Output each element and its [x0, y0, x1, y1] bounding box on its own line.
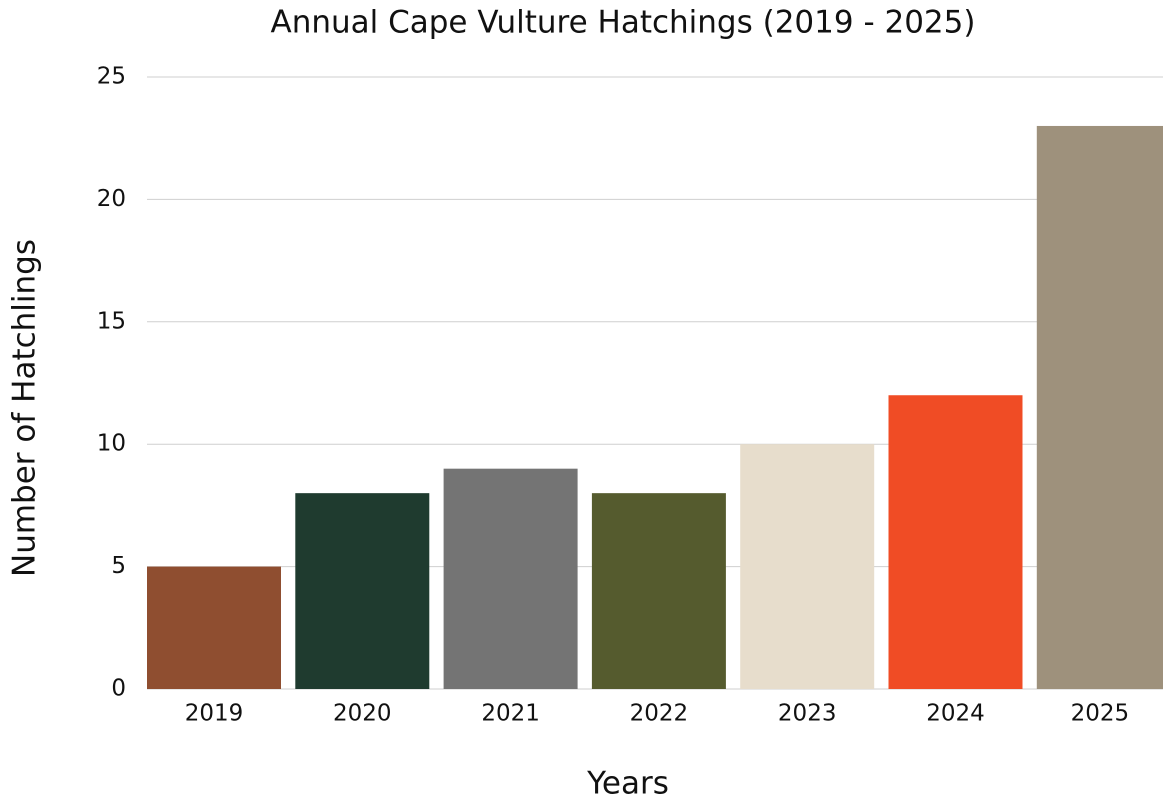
bar — [591, 493, 726, 689]
bar — [295, 493, 430, 689]
x-tick-label: 2021 — [481, 701, 540, 727]
y-tick-label: 10 — [97, 431, 126, 457]
x-axis-label: Years — [586, 766, 669, 802]
bar — [740, 444, 875, 689]
y-tick-label: 5 — [111, 553, 126, 579]
bar — [888, 395, 1023, 689]
x-tick-label: 2023 — [778, 701, 837, 727]
y-tick-label: 15 — [97, 308, 126, 334]
y-axis-label: Number of Hatchlings — [7, 239, 43, 577]
x-tick-label: 2025 — [1071, 701, 1130, 727]
chart-title: Annual Cape Vulture Hatchings (2019 - 20… — [271, 5, 976, 41]
y-tick-label: 20 — [97, 186, 126, 212]
x-tick-label: 2022 — [630, 701, 689, 727]
x-tick-label: 2019 — [185, 701, 244, 727]
y-tick-label: 25 — [97, 64, 126, 90]
y-tick-label: 0 — [111, 676, 126, 702]
bar — [147, 566, 281, 689]
bar — [443, 468, 578, 689]
x-tick-label: 2024 — [926, 701, 985, 727]
bar — [1036, 125, 1163, 689]
x-tick-label: 2020 — [333, 701, 392, 727]
